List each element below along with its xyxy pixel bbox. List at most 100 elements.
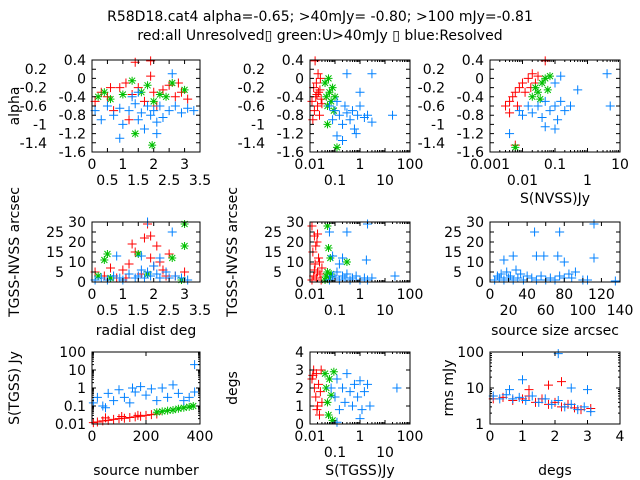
x-tick-label: 3: [180, 287, 189, 303]
green-marker: [149, 97, 158, 106]
x-axis-label: S(NVSS)Jy: [520, 191, 590, 207]
blue-point: [545, 273, 555, 283]
blue-marker: [359, 387, 369, 397]
blue-marker: [158, 113, 168, 122]
blue-marker: [518, 110, 527, 120]
y-tick-label: 0.4: [282, 53, 304, 69]
red-point: [124, 259, 134, 269]
blue-marker: [340, 101, 350, 111]
red-marker: [501, 101, 511, 111]
red-marker: [533, 71, 543, 81]
green-point: [180, 85, 189, 94]
red-marker: [313, 267, 323, 277]
red-marker: [307, 275, 317, 285]
blue-point: [338, 119, 348, 129]
blue-marker: [496, 269, 506, 279]
blue-marker: [332, 96, 342, 106]
x-tick-label: 1: [518, 429, 527, 445]
blue-point: [183, 103, 193, 113]
y-tick-label: 1: [295, 399, 304, 415]
x-tick-label: 0: [88, 287, 97, 303]
y-tick-label: -1.2: [277, 127, 304, 143]
red-marker: [307, 221, 317, 231]
blue-marker: [531, 275, 541, 285]
red-marker: [505, 108, 515, 118]
blue-point: [555, 271, 565, 281]
blue-point: [527, 108, 537, 118]
blue-marker: [139, 273, 149, 283]
blue-marker: [189, 106, 199, 116]
y-tick-label: 0: [475, 71, 484, 87]
blue-point: [179, 396, 189, 406]
red-point: [127, 239, 137, 249]
blue-marker: [514, 106, 524, 116]
blue-marker: [550, 101, 560, 111]
y-tick-label: -1: [431, 117, 445, 133]
y-tick-label: -1.6: [59, 145, 86, 161]
red-point: [512, 101, 522, 111]
blue-marker: [566, 383, 576, 393]
blue-marker: [605, 101, 615, 111]
red-marker: [314, 253, 324, 263]
blue-marker: [610, 276, 620, 286]
blue-marker: [124, 269, 134, 279]
y-axis-label: alpha: [7, 87, 23, 126]
red-point: [115, 83, 125, 93]
blue-point: [136, 382, 146, 392]
blue-marker: [330, 392, 340, 402]
red-marker: [307, 96, 317, 106]
blue-marker: [355, 87, 365, 97]
blue-marker: [332, 374, 342, 384]
blue-marker: [355, 376, 365, 386]
blue-point: [96, 115, 106, 125]
y-tick-label: -0.4: [59, 90, 86, 106]
red-point: [315, 257, 325, 267]
green-point: [131, 129, 140, 138]
x-tick-label: 0.5: [96, 173, 118, 189]
blue-marker: [342, 227, 352, 237]
x-tick-label: 2.5: [158, 173, 180, 189]
blue-marker: [342, 369, 352, 379]
blue-marker: [326, 383, 336, 393]
red-point: [315, 73, 325, 83]
blue-point: [534, 397, 544, 407]
red-marker: [115, 83, 125, 93]
blue-point: [164, 106, 174, 116]
blue-point: [540, 96, 550, 106]
x-tick-label: 0: [88, 157, 97, 173]
red-point: [311, 241, 321, 251]
blue-point: [586, 407, 596, 417]
blue-marker: [367, 69, 377, 79]
green-point: [531, 83, 540, 92]
red-point: [311, 392, 321, 402]
blue-point: [388, 110, 398, 120]
green-point: [325, 88, 334, 97]
plot-frame: [489, 221, 621, 283]
blue-point: [326, 383, 336, 393]
y-tick-label: -0.6: [20, 99, 47, 115]
red-marker: [309, 106, 319, 116]
y-tick-label: -1.2: [59, 127, 86, 143]
green-marker: [94, 272, 103, 280]
green-point: [536, 95, 545, 104]
green-marker: [143, 81, 152, 90]
y-tick-label: -0.6: [418, 99, 445, 115]
blue-point: [550, 78, 560, 88]
blue-marker: [514, 392, 524, 402]
red-marker: [310, 56, 320, 66]
y-tick-label: 30: [68, 215, 86, 231]
blue-marker: [338, 271, 348, 281]
green-point: [331, 92, 339, 101]
blue-point: [119, 392, 129, 402]
green-point: [528, 92, 537, 101]
blue-point: [152, 117, 162, 127]
green-marker: [168, 79, 177, 87]
red-point: [317, 263, 327, 273]
blue-point: [502, 267, 512, 277]
red-marker: [314, 87, 324, 97]
blue-point: [508, 251, 518, 261]
blue-point: [505, 385, 514, 395]
x-tick-label: 2: [551, 429, 560, 445]
blue-point: [324, 227, 334, 237]
blue-point: [330, 106, 340, 116]
